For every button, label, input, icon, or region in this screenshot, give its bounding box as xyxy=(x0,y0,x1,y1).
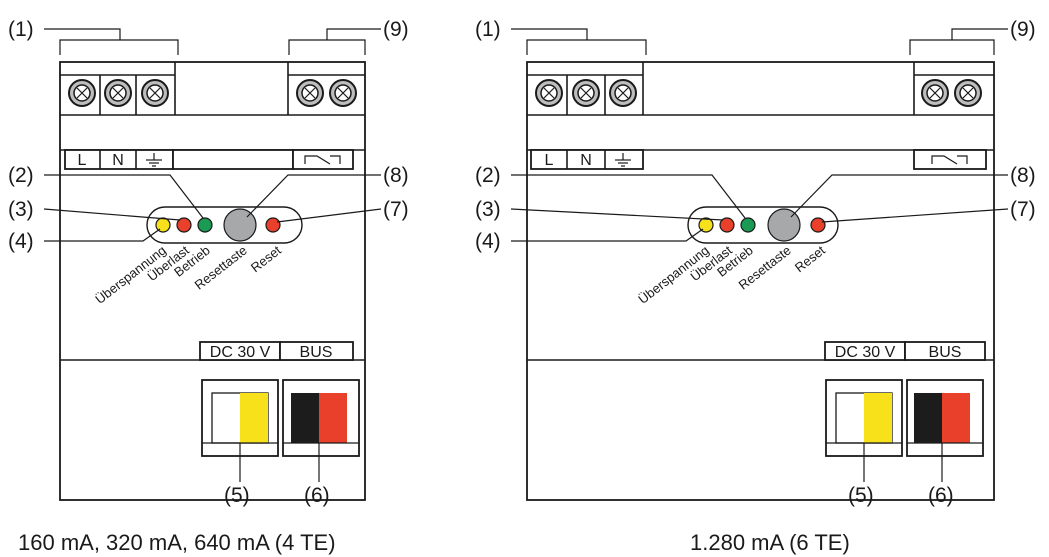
callout-5: (5) xyxy=(848,484,874,507)
led-reset xyxy=(810,217,826,233)
led-overload xyxy=(719,217,735,233)
ground-icon xyxy=(146,153,162,167)
callout-7: (7) xyxy=(383,198,409,221)
device-6te: L N Überspannung Überlast Betrieb Resett… xyxy=(475,18,1036,555)
callout-2: (2) xyxy=(475,164,501,187)
screw-terminals-supply xyxy=(535,79,637,107)
callout-6: (6) xyxy=(304,484,330,507)
callout-9: (9) xyxy=(1010,18,1036,41)
callout-3: (3) xyxy=(475,198,501,221)
callout-2: (2) xyxy=(8,164,34,187)
callout-4: (4) xyxy=(8,230,34,253)
led-overvoltage xyxy=(698,217,714,233)
relay-contact-icon xyxy=(304,155,341,165)
led-overvoltage xyxy=(155,217,171,233)
led-operation xyxy=(197,217,213,233)
caption: 1.280 mA (6 TE) xyxy=(690,530,850,555)
device-4te: L N Überspannung Überlast Betrieb Resett… xyxy=(8,18,409,555)
callout-8: (8) xyxy=(1010,164,1036,187)
screw-terminals-relay xyxy=(296,79,357,107)
callout-7: (7) xyxy=(1010,198,1036,221)
caption: 160 mA, 320 mA, 640 mA (4 TE) xyxy=(18,530,336,555)
reset-button[interactable] xyxy=(767,208,801,242)
callout-4: (4) xyxy=(475,230,501,253)
ground-icon xyxy=(615,153,631,167)
callout-3: (3) xyxy=(8,198,34,221)
dc-label: DC 30 V xyxy=(835,344,896,361)
bus-header xyxy=(279,341,354,361)
callout-1: (1) xyxy=(475,18,501,41)
screw-terminals-relay xyxy=(921,79,982,107)
bus-label: BUS xyxy=(300,344,333,361)
callout-6: (6) xyxy=(928,484,954,507)
callout-9: (9) xyxy=(383,18,409,41)
callout-1: (1) xyxy=(8,18,34,41)
bus-label: BUS xyxy=(929,344,962,361)
led-panel xyxy=(687,206,839,244)
callout-5: (5) xyxy=(224,484,250,507)
terminal-label-l: L xyxy=(545,152,554,169)
relay-contact-icon xyxy=(931,155,968,165)
terminal-label-l: L xyxy=(78,152,87,169)
bus-header xyxy=(904,341,986,361)
reset-button[interactable] xyxy=(223,208,257,242)
terminal-label-strip xyxy=(530,149,644,170)
terminal-label-n: N xyxy=(112,152,124,169)
dc-label: DC 30 V xyxy=(210,344,271,361)
led-operation xyxy=(740,217,756,233)
terminal-label-n: N xyxy=(580,152,592,169)
led-reset xyxy=(265,217,281,233)
led-overload xyxy=(176,217,192,233)
callout-8: (8) xyxy=(383,164,409,187)
screw-terminals-supply xyxy=(68,79,169,107)
